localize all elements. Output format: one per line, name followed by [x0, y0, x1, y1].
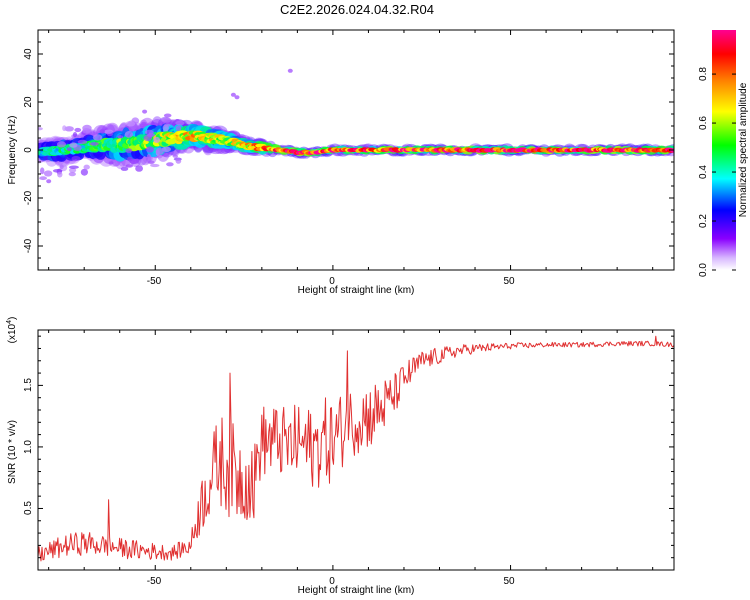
- colorbar-label: Normalized spectral amplitude: [738, 82, 749, 217]
- snr-y-tick-label: 1.5: [23, 378, 34, 392]
- spectrogram-outlier: [155, 147, 164, 155]
- colorbar: 0.0 0.2 0.4 0.6 0.8 Normalized spectral …: [698, 30, 749, 277]
- spectrogram-outlier: [117, 135, 124, 139]
- spectrogram-outlier: [125, 164, 133, 168]
- spectrogram-y-axis-label: Frequency (Hz): [7, 116, 18, 185]
- spectrogram-outlier: [124, 131, 134, 138]
- spectrogram-outlier: [127, 156, 133, 162]
- spectrogram-outlier: [57, 141, 66, 148]
- spectrogram-outlier: [71, 156, 81, 161]
- spectrogram-y-tick-label: -40: [23, 238, 34, 253]
- spectrogram-outlier: [125, 121, 136, 127]
- snr-y-tick-label: 0.5: [23, 501, 34, 515]
- spectrogram-outlier: [230, 92, 236, 97]
- spectrogram-outlier: [92, 134, 103, 141]
- snr-panel: -50 0 50 0.5 1.0 1.5 (x104) Height of st…: [6, 317, 675, 596]
- spectrogram-outlier: [72, 132, 78, 138]
- spectrogram-outlier: [234, 95, 240, 100]
- snr-y-axis-label: SNR (10 * v/v): [7, 420, 18, 484]
- spectrogram-x-tick-label: 0: [329, 276, 335, 287]
- spectrogram-outlier: [89, 142, 99, 146]
- spectrogram-outlier: [163, 123, 171, 127]
- spectrogram-outlier: [82, 128, 91, 134]
- spectrogram-outlier: [64, 160, 70, 164]
- spectrogram-y-tick-label: 40: [23, 48, 34, 60]
- spectrogram-x-tick-label: -50: [147, 276, 162, 287]
- spectrogram-outlier: [74, 127, 82, 133]
- spectrogram-ticks: [38, 29, 674, 271]
- colorbar-tick-label: 0.4: [698, 165, 709, 179]
- spectrogram-outlier: [147, 160, 155, 164]
- spectrogram-outlier: [150, 163, 160, 168]
- spectrogram-outlier: [104, 129, 114, 134]
- spectrogram-outlier: [172, 154, 178, 158]
- snr-y-tick-label: 1.0: [23, 440, 34, 454]
- snr-x-tick-label: 0: [329, 576, 335, 587]
- spectrogram-outlier: [64, 126, 74, 132]
- snr-y-multiplier: (x104): [6, 317, 18, 344]
- spectrogram-outlier: [134, 125, 141, 130]
- spectrogram-blobs: [38, 68, 674, 184]
- spectrogram-outlier: [175, 158, 182, 164]
- spectrogram-outlier: [135, 165, 144, 172]
- snr-plot-background: [38, 330, 674, 570]
- spectrogram-outlier: [99, 129, 106, 134]
- spectrogram-outlier: [62, 125, 67, 132]
- spectrogram-outlier: [120, 166, 129, 171]
- spectrogram-outlier: [108, 161, 114, 165]
- spectrogram-outlier: [68, 171, 76, 177]
- spectrogram-outlier: [161, 146, 171, 152]
- spectrogram-y-tick-label: -20: [23, 190, 34, 205]
- snr-ticks: [38, 330, 674, 570]
- spectrogram-outlier: [66, 147, 72, 152]
- spectrogram-outlier: [43, 170, 53, 177]
- colorbar-gradient: [712, 30, 736, 270]
- spectrogram-outlier: [146, 153, 152, 159]
- spectrogram-outlier: [52, 169, 63, 173]
- spectrogram-outlier: [287, 68, 293, 73]
- spectrogram-outlier: [163, 113, 172, 118]
- spectrogram-x-axis-label: Height of straight line (km): [298, 285, 415, 296]
- spectrogram-outlier: [57, 171, 63, 178]
- spectrogram-outlier: [161, 117, 172, 123]
- colorbar-tick-label: 0.8: [698, 67, 709, 81]
- colorbar-ticks: [712, 73, 736, 271]
- spectrogram-x-tick-label: 50: [503, 276, 515, 287]
- spectrogram-outlier: [153, 136, 161, 143]
- spectrogram-outlier: [59, 164, 64, 170]
- colorbar-tick-label: 0.2: [698, 214, 709, 228]
- spectrogram-outlier: [125, 148, 133, 154]
- spectrogram-outlier: [175, 125, 182, 132]
- spectrogram-outlier: [141, 121, 147, 126]
- spectrogram-outlier: [175, 120, 185, 126]
- snr-x-axis-label: Height of straight line (km): [298, 585, 415, 596]
- spectrogram-outlier: [80, 168, 88, 176]
- spectrogram-outlier: [69, 142, 78, 148]
- spectrogram-outlier: [145, 146, 155, 153]
- snr-plot-frame: [37, 329, 675, 571]
- spectrogram-outlier: [38, 127, 43, 131]
- spectrogram-outlier: [77, 139, 88, 144]
- spectrogram-outlier: [68, 165, 79, 169]
- colorbar-tick-label: 0.0: [698, 263, 709, 277]
- colorbar-tick-label: 0.6: [698, 116, 709, 130]
- spectrogram-outlier: [144, 129, 154, 135]
- spectrogram-outlier: [83, 164, 90, 170]
- spectrogram-outlier: [166, 162, 174, 167]
- spectrogram-outlier: [39, 176, 47, 181]
- snr-x-tick-label: 50: [503, 576, 515, 587]
- spectrogram-y-tick-label: 0: [23, 147, 34, 153]
- snr-x-tick-label: -50: [147, 576, 162, 587]
- spectrogram-outlier: [69, 167, 77, 173]
- figure-title: C2E2.2026.024.04.32.R04: [280, 2, 434, 17]
- snr-series-line: [38, 335, 674, 562]
- spectrogram-y-tick-label: 20: [23, 96, 34, 108]
- spectrogram-panel: -50 0 50 -40 -20 0 20 40 Height of strai…: [7, 29, 675, 296]
- spectrogram-outlier: [46, 179, 52, 184]
- spectrogram-outlier: [142, 109, 148, 114]
- spectrogram-outlier: [40, 167, 45, 175]
